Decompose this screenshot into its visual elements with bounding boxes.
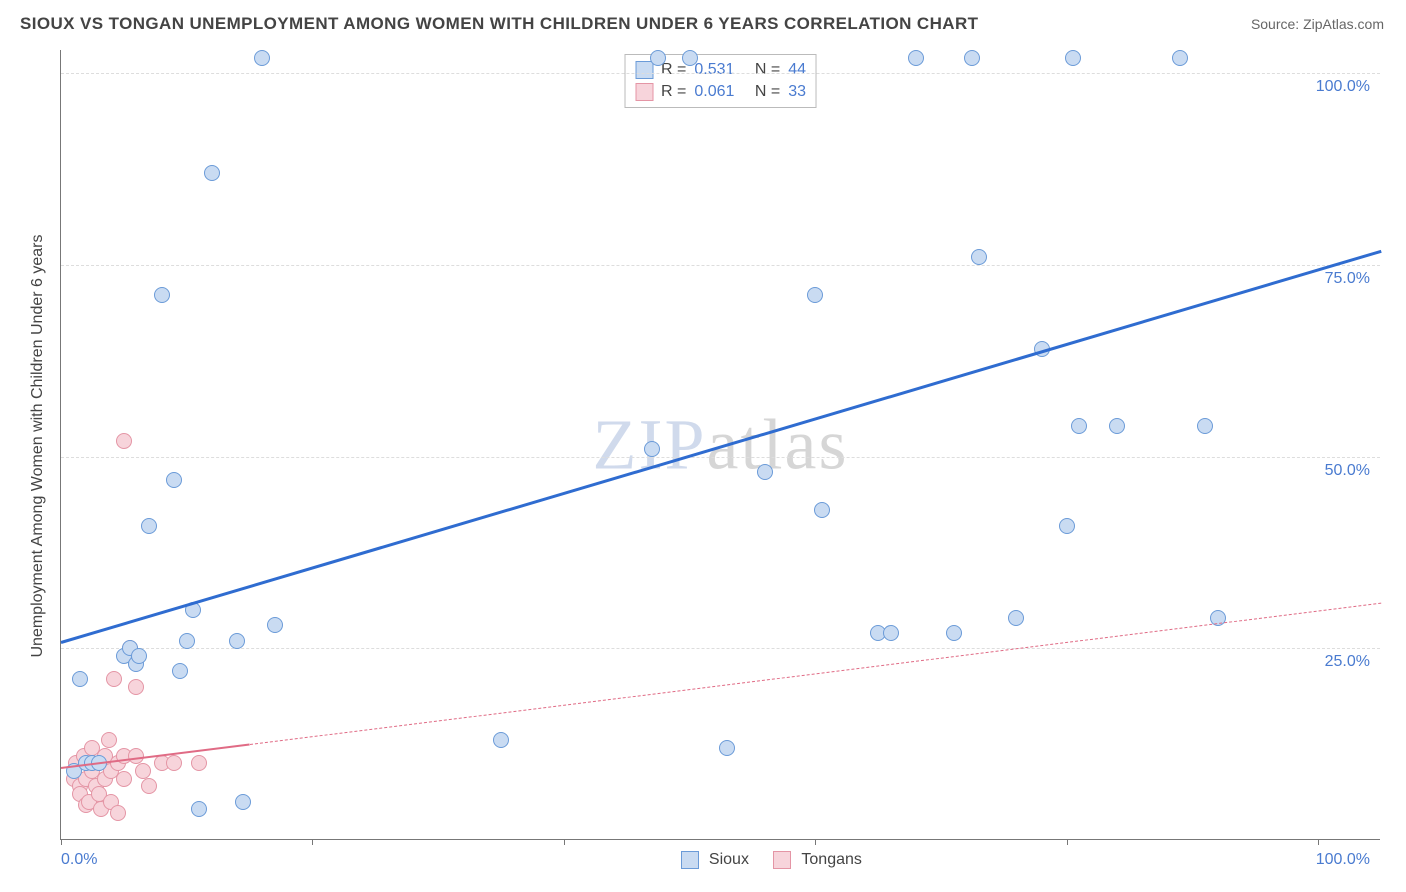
- source-credit: Source: ZipAtlas.com: [1251, 16, 1384, 32]
- stats-n-label: N =: [755, 59, 780, 81]
- sioux-point: [964, 50, 980, 66]
- swatch-sioux: [635, 61, 653, 79]
- sioux-point: [1059, 518, 1075, 534]
- sioux-point: [1109, 418, 1125, 434]
- y-axis-title: Unemployment Among Women with Children U…: [29, 234, 47, 657]
- stats-n-sioux: 44: [788, 59, 806, 81]
- y-tick-label: 50.0%: [1325, 462, 1370, 480]
- sioux-point: [154, 287, 170, 303]
- x-axis-min-label: 0.0%: [61, 851, 97, 869]
- sioux-point: [141, 518, 157, 534]
- gridline: [61, 265, 1380, 266]
- sioux-point: [1071, 418, 1087, 434]
- tongans-point: [141, 778, 157, 794]
- sioux-point: [971, 249, 987, 265]
- legend-label-sioux: Sioux: [709, 851, 749, 869]
- stats-n-tongans: 33: [788, 81, 806, 103]
- tongans-point: [191, 755, 207, 771]
- sioux-point: [883, 625, 899, 641]
- sioux-point: [191, 801, 207, 817]
- tongans-point: [166, 755, 182, 771]
- sioux-point: [1172, 50, 1188, 66]
- chart-title: SIOUX VS TONGAN UNEMPLOYMENT AMONG WOMEN…: [20, 14, 978, 34]
- sioux-point: [644, 441, 660, 457]
- sioux-point: [267, 617, 283, 633]
- chart-container: SIOUX VS TONGAN UNEMPLOYMENT AMONG WOMEN…: [0, 0, 1406, 892]
- sioux-point: [131, 648, 147, 664]
- sioux-point: [682, 50, 698, 66]
- x-tick: [564, 839, 565, 845]
- x-tick: [1067, 839, 1068, 845]
- tongans-point: [116, 433, 132, 449]
- sioux-point: [807, 287, 823, 303]
- source-label: Source:: [1251, 16, 1303, 32]
- tongans-point: [106, 671, 122, 687]
- gridline: [61, 73, 1380, 74]
- x-tick: [1318, 839, 1319, 845]
- legend-swatch-sioux: [681, 851, 699, 869]
- sioux-point: [757, 464, 773, 480]
- tongans-point: [128, 748, 144, 764]
- tongans-trendline-dashed: [250, 602, 1382, 744]
- plot-area: ZIPatlas R = 0.531 N = 44 R = 0.061 N = …: [60, 50, 1380, 840]
- sioux-point: [946, 625, 962, 641]
- sioux-point: [1008, 610, 1024, 626]
- stats-r-sioux: 0.531: [694, 59, 734, 81]
- tongans-point: [101, 732, 117, 748]
- sioux-point: [650, 50, 666, 66]
- stats-r-label: R =: [661, 81, 686, 103]
- tongans-point: [110, 805, 126, 821]
- y-tick-label: 100.0%: [1316, 78, 1370, 96]
- gridline: [61, 648, 1380, 649]
- y-tick-label: 25.0%: [1325, 653, 1370, 671]
- swatch-tongans: [635, 83, 653, 101]
- stats-r-tongans: 0.061: [694, 81, 734, 103]
- sioux-point: [166, 472, 182, 488]
- legend: Sioux Tongans: [681, 851, 862, 869]
- sioux-point: [172, 663, 188, 679]
- sioux-point: [814, 502, 830, 518]
- x-axis-max-label: 100.0%: [1316, 851, 1370, 869]
- sioux-point: [254, 50, 270, 66]
- tongans-point: [135, 763, 151, 779]
- sioux-point: [1065, 50, 1081, 66]
- sioux-point: [229, 633, 245, 649]
- sioux-point: [719, 740, 735, 756]
- legend-label-tongans: Tongans: [801, 851, 862, 869]
- sioux-point: [179, 633, 195, 649]
- x-tick: [815, 839, 816, 845]
- sioux-trendline: [61, 249, 1382, 643]
- sioux-point: [1197, 418, 1213, 434]
- sioux-point: [493, 732, 509, 748]
- stats-row-tongans: R = 0.061 N = 33: [635, 81, 806, 103]
- x-tick: [312, 839, 313, 845]
- sioux-point: [204, 165, 220, 181]
- tongans-point: [128, 679, 144, 695]
- gridline: [61, 457, 1380, 458]
- source-name: ZipAtlas.com: [1303, 16, 1384, 32]
- sioux-point: [235, 794, 251, 810]
- y-tick-label: 75.0%: [1325, 270, 1370, 288]
- stats-n-label: N =: [755, 81, 780, 103]
- x-tick: [61, 839, 62, 845]
- sioux-point: [72, 671, 88, 687]
- sioux-point: [908, 50, 924, 66]
- tongans-point: [116, 771, 132, 787]
- legend-swatch-tongans: [773, 851, 791, 869]
